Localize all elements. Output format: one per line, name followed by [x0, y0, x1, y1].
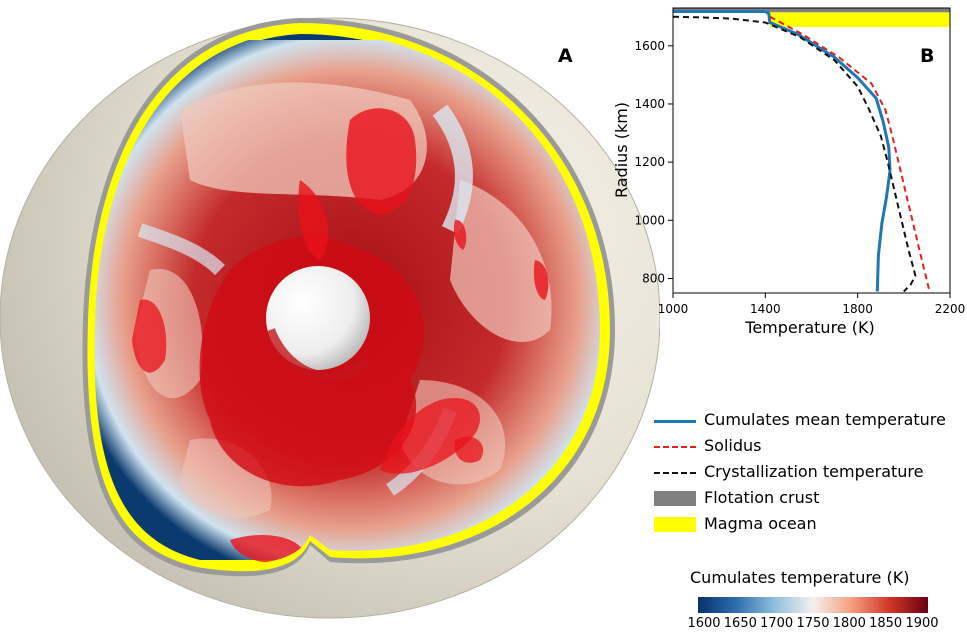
series-line-1: [769, 15, 931, 291]
legend-item: Crystallization temperature: [652, 460, 967, 484]
series-layer: [672, 10, 931, 293]
colorbar-tick-label: 1600: [687, 616, 721, 631]
legend-label: Magma ocean: [704, 514, 817, 533]
x-axis-label: Temperature (K): [744, 318, 874, 337]
band-1: [769, 12, 950, 27]
x-tick-label-1: 1400: [750, 302, 781, 316]
legend-label: Cumulates mean temperature: [704, 410, 946, 429]
colorbar-tick-label: 1850: [869, 616, 903, 631]
y-tick-label-4: 1600: [634, 39, 665, 53]
legend-swatch: [654, 420, 696, 423]
panel-b-letter: B: [920, 45, 934, 67]
legend-item: Cumulates mean temperature: [652, 408, 967, 432]
y-tick-label-2: 1200: [634, 155, 665, 169]
legend-swatch: [654, 472, 696, 474]
series-line-2: [672, 15, 917, 293]
chart-legend: Cumulates mean temperature Solidus Crystal…: [652, 408, 967, 558]
cutaway-sphere-render: A: [0, 17, 660, 619]
y-tick-label-0: 800: [642, 271, 665, 285]
series-line-0: [673, 10, 892, 292]
colorbar-tick-label: 1900: [905, 616, 939, 631]
legend-label: Flotation crust: [704, 488, 820, 507]
y-tick-label-1: 1000: [634, 213, 665, 227]
y-ticks: 800 1000 1200 1400 1600: [634, 39, 673, 285]
legend-swatch: [654, 491, 696, 506]
band-0: [673, 8, 950, 13]
x-tick-label-3: 2200: [935, 302, 966, 316]
temperature-colorbar: Cumulates temperature (K) 1600 1650 1700 17…: [652, 566, 967, 635]
y-tick-label-3: 1400: [634, 97, 665, 111]
x-tick-label-2: 1800: [842, 302, 873, 316]
colorbar-tick-label: 1800: [832, 616, 866, 631]
colorbar-tick-label: 1750: [796, 616, 830, 631]
colorbar-tick-label: 1700: [760, 616, 794, 631]
legend-item: Flotation crust: [652, 486, 967, 510]
y-axis-label: Radius (km): [612, 102, 631, 198]
temperature-profile-chart: 1000 1400 1800 2200 800 1000 1200 1400 1600 Tem…: [612, 7, 966, 337]
x-tick-label-0: 1000: [658, 302, 689, 316]
legend-label: Crystallization temperature: [704, 462, 924, 481]
plot-frame: [672, 7, 951, 294]
colorbar-title: Cumulates temperature (K): [690, 568, 910, 587]
colorbar-tick-label: 1650: [723, 616, 757, 631]
legend-item: Magma ocean: [652, 512, 967, 536]
colorbar-gradient: [698, 597, 928, 613]
core-sphere: [266, 266, 370, 370]
panel-a-letter: A: [558, 45, 573, 67]
legend-item: Solidus: [652, 434, 967, 458]
legend-swatch: [654, 517, 696, 532]
legend-swatch: [654, 446, 696, 448]
x-ticks: 1000 1400 1800 2200: [658, 293, 966, 316]
legend-label: Solidus: [704, 436, 762, 455]
bands-layer: [673, 8, 950, 27]
